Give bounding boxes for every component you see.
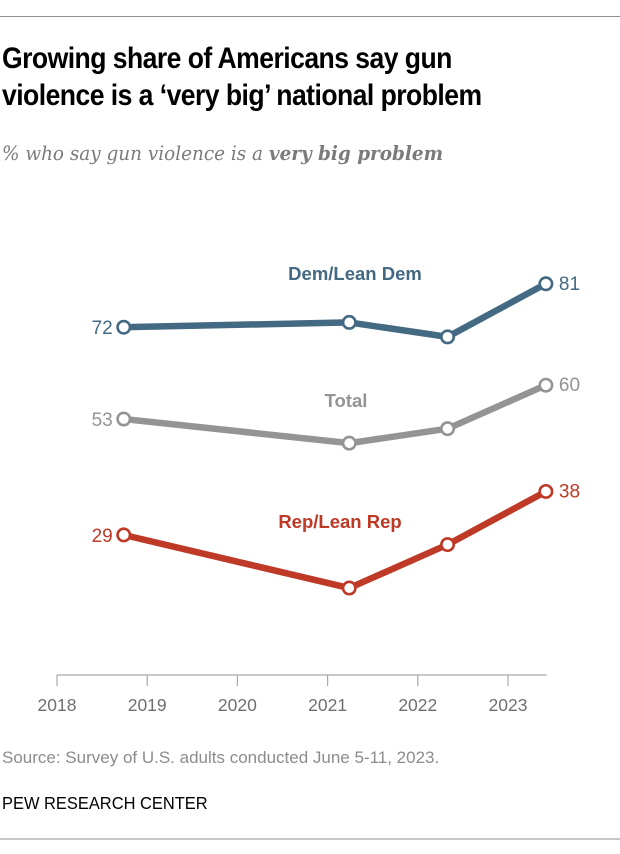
data-point-total bbox=[116, 411, 132, 427]
chart-title-line-1: Growing share of Americans say gun bbox=[2, 42, 452, 75]
data-label-first-total: 53 bbox=[92, 410, 113, 431]
data-point-rep-lean-rep bbox=[538, 483, 554, 499]
x-tick-label: 2022 bbox=[398, 695, 437, 715]
series-line-rep-lean-rep bbox=[120, 488, 550, 592]
data-point-total bbox=[341, 435, 357, 451]
data-point-total bbox=[440, 421, 456, 437]
brand-logo-text: PEW RESEARCH CENTER bbox=[2, 793, 208, 813]
data-label-last-dem-lean-dem: 81 bbox=[559, 274, 580, 295]
data-point-dem-lean-dem bbox=[341, 314, 357, 330]
series-name-label-dem-lean-dem: Dem/Lean Dem bbox=[288, 263, 422, 284]
subtitle-prefix: % who say gun violence is a bbox=[2, 141, 269, 165]
series-name-label-total: Total bbox=[325, 390, 368, 411]
series-line-dem-lean-dem bbox=[120, 280, 550, 341]
chart-subtitle: % who say gun violence is a very big pro… bbox=[2, 141, 443, 165]
data-point-dem-lean-dem bbox=[116, 319, 132, 335]
data-point-dem-lean-dem bbox=[440, 329, 456, 345]
series-line-total bbox=[120, 381, 550, 447]
data-point-rep-lean-rep bbox=[341, 580, 357, 596]
bottom-rule bbox=[0, 838, 620, 840]
x-axis: 2018 2019 2020 2021 2022 2023 bbox=[38, 674, 547, 715]
data-label-first-rep-lean-rep: 29 bbox=[92, 526, 113, 547]
source-note: Source: Survey of U.S. adults conducted … bbox=[2, 748, 440, 767]
series-name-label-rep-lean-rep: Rep/Lean Rep bbox=[278, 511, 401, 532]
x-tick-label: 2019 bbox=[128, 695, 167, 715]
data-point-total bbox=[538, 377, 554, 393]
data-label-first-dem-lean-dem: 72 bbox=[92, 318, 113, 339]
data-point-rep-lean-rep bbox=[116, 527, 132, 543]
data-label-last-total: 60 bbox=[559, 375, 580, 396]
x-tick-label: 2021 bbox=[308, 695, 347, 715]
subtitle-emphasis: very big problem bbox=[268, 141, 444, 165]
chart-title-line-2: violence is a ‘very big’ national proble… bbox=[2, 79, 482, 112]
x-tick-label: 2023 bbox=[489, 695, 528, 715]
x-tick-label: 2018 bbox=[38, 695, 77, 715]
data-point-rep-lean-rep bbox=[440, 537, 456, 553]
top-rule bbox=[0, 16, 620, 17]
series-lines bbox=[116, 276, 554, 596]
data-point-dem-lean-dem bbox=[538, 276, 554, 292]
series-labels: 72 81 Dem/Lean Dem 53 60 Total 29 38 Rep/Lean Re… bbox=[92, 263, 580, 547]
data-label-last-rep-lean-rep: 38 bbox=[559, 481, 580, 502]
chart-title: Growing share of Americans say gun viole… bbox=[2, 40, 620, 114]
x-tick-label: 2020 bbox=[218, 695, 257, 715]
